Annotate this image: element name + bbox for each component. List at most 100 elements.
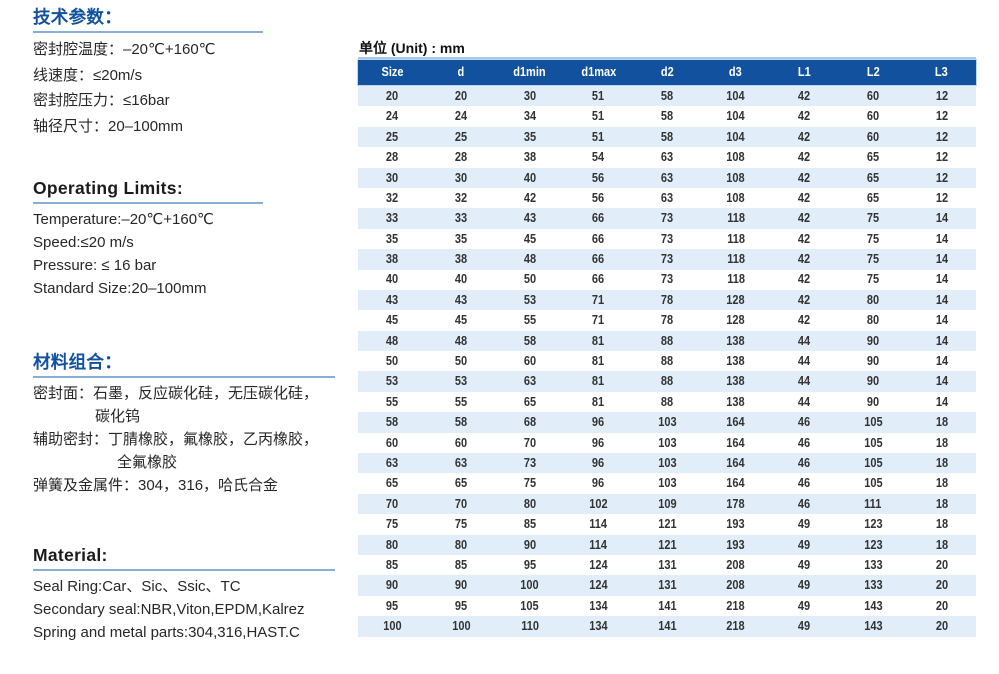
table-cell: 42 bbox=[798, 109, 811, 124]
table-cell: 133 bbox=[863, 578, 883, 593]
table-cell: 121 bbox=[657, 517, 677, 532]
table-cell: 65 bbox=[866, 190, 880, 205]
column-header-d1min: d1min bbox=[513, 65, 546, 80]
table-cell: 42 bbox=[798, 252, 811, 267]
table-cell: 95 bbox=[523, 557, 536, 572]
table-cell: 100 bbox=[451, 619, 471, 634]
table-cell: 118 bbox=[726, 211, 745, 226]
section-lines: Seal Ring:Car、Sic、Ssic、TC Secondary seal… bbox=[33, 571, 355, 644]
table-cell: 63 bbox=[660, 150, 674, 165]
table-cell: 75 bbox=[866, 272, 880, 287]
table-cell: 164 bbox=[726, 435, 745, 450]
table-cell: 53 bbox=[454, 374, 468, 389]
table-cell: 75 bbox=[386, 517, 399, 532]
table-row: 25 25 35 51 58 104 42 60 12 bbox=[358, 126, 976, 148]
table-cell: 63 bbox=[523, 374, 536, 389]
table-cell: 65 bbox=[523, 394, 536, 409]
table-cell: 18 bbox=[935, 537, 948, 552]
table-body: 20 20 30 51 58 104 42 60 12 24 24 34 51 58 104 42 60 12 25… bbox=[358, 86, 976, 637]
column-header-l1: L1 bbox=[797, 65, 811, 80]
table-cell: 53 bbox=[523, 292, 536, 307]
table-cell: 55 bbox=[523, 313, 536, 328]
table-cell: 66 bbox=[592, 211, 605, 226]
table-cell: 24 bbox=[386, 109, 399, 124]
table-cell: 73 bbox=[660, 231, 674, 246]
table-cell: 128 bbox=[726, 292, 745, 307]
spec-section-operating: Operating Limits: Temperature:–20℃+160℃ … bbox=[33, 177, 355, 300]
table-cell: 143 bbox=[863, 619, 883, 634]
table-cell: 118 bbox=[726, 272, 745, 287]
table-row: 40 40 50 66 73 118 42 75 14 bbox=[358, 270, 976, 290]
table-cell: 54 bbox=[592, 150, 605, 165]
table-row: 100 100 110 134 141 218 49 143 20 bbox=[358, 616, 976, 637]
table-cell: 58 bbox=[386, 415, 399, 430]
table-cell: 42 bbox=[798, 170, 811, 185]
table-cell: 14 bbox=[935, 354, 948, 369]
table-cell: 96 bbox=[592, 415, 605, 430]
table-cell: 35 bbox=[523, 129, 536, 144]
table-cell: 63 bbox=[660, 170, 674, 185]
table-cell: 66 bbox=[592, 252, 605, 267]
table-cell: 105 bbox=[863, 455, 883, 470]
spec-line: 线速度：≤20m/s bbox=[33, 66, 143, 84]
table-row: 45 45 55 71 78 128 42 80 14 bbox=[358, 310, 976, 330]
table-cell: 80 bbox=[454, 537, 468, 552]
column-header-d1max: d1max bbox=[580, 65, 616, 80]
table-cell: 46 bbox=[798, 496, 811, 511]
table-cell: 80 bbox=[523, 496, 536, 511]
table-cell: 90 bbox=[866, 374, 880, 389]
table-cell: 18 bbox=[935, 476, 948, 491]
table-cell: 24 bbox=[454, 109, 468, 124]
table-cell: 58 bbox=[454, 415, 468, 430]
table-cell: 46 bbox=[798, 415, 811, 430]
table-cell: 138 bbox=[726, 374, 745, 389]
spec-line: 辅助密封：丁腈橡胶，氟橡胶，乙丙橡胶， bbox=[33, 431, 319, 448]
table-cell: 65 bbox=[866, 150, 880, 165]
table-cell: 51 bbox=[592, 88, 605, 103]
table-cell: 38 bbox=[454, 252, 468, 267]
table-cell: 50 bbox=[523, 272, 536, 287]
table-cell: 14 bbox=[935, 394, 948, 409]
table-cell: 46 bbox=[798, 476, 811, 491]
table-cell: 42 bbox=[798, 88, 811, 103]
table-cell: 65 bbox=[386, 476, 399, 491]
table-cell: 30 bbox=[386, 170, 399, 185]
table-cell: 88 bbox=[660, 374, 674, 389]
table-cell: 48 bbox=[523, 252, 536, 267]
table-cell: 100 bbox=[383, 619, 402, 634]
table-row: 30 30 40 56 63 108 42 65 12 bbox=[358, 167, 976, 188]
table-cell: 49 bbox=[798, 578, 811, 593]
table-row: 53 53 63 81 88 138 44 90 14 bbox=[358, 371, 976, 392]
table-cell: 114 bbox=[589, 537, 608, 552]
spec-line: 碳化钨 bbox=[95, 408, 141, 425]
table-cell: 42 bbox=[798, 190, 811, 205]
table-row: 48 48 58 81 88 138 44 90 14 bbox=[358, 330, 976, 352]
table-cell: 40 bbox=[523, 170, 536, 185]
table-cell: 49 bbox=[798, 517, 811, 532]
table-cell: 90 bbox=[866, 354, 880, 369]
table-cell: 58 bbox=[660, 88, 674, 103]
table-cell: 38 bbox=[523, 150, 536, 165]
table-cell: 114 bbox=[589, 517, 608, 532]
table-cell: 18 bbox=[935, 496, 948, 511]
table-cell: 75 bbox=[866, 252, 880, 267]
table-cell: 131 bbox=[657, 578, 677, 593]
table-cell: 63 bbox=[386, 455, 399, 470]
table-cell: 105 bbox=[863, 435, 883, 450]
table-cell: 43 bbox=[454, 292, 468, 307]
table-cell: 104 bbox=[726, 129, 745, 144]
table-cell: 58 bbox=[660, 109, 674, 124]
table-cell: 118 bbox=[726, 252, 745, 267]
table-cell: 48 bbox=[454, 333, 468, 348]
table-cell: 128 bbox=[726, 313, 745, 328]
table-cell: 124 bbox=[589, 557, 608, 572]
table-cell: 42 bbox=[798, 211, 811, 226]
table-cell: 55 bbox=[454, 394, 468, 409]
section-lines: 密封腔温度：–20℃+160℃ 线速度：≤20m/s 密封腔压力：≤16bar … bbox=[33, 33, 355, 139]
table-cell: 12 bbox=[935, 88, 948, 103]
table-cell: 40 bbox=[386, 272, 399, 287]
table-cell: 43 bbox=[523, 211, 536, 226]
table-cell: 100 bbox=[520, 578, 539, 593]
table-cell: 105 bbox=[520, 598, 539, 613]
table-cell: 42 bbox=[798, 292, 811, 307]
